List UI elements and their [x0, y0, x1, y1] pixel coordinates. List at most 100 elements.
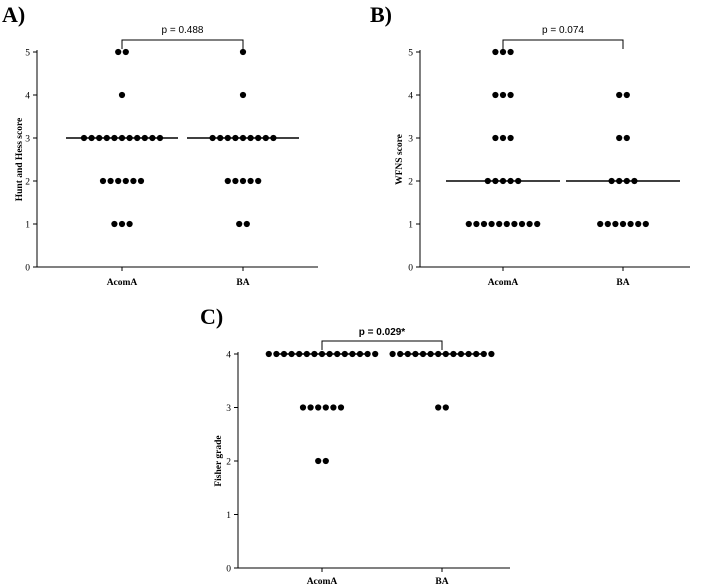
data-point	[616, 91, 623, 99]
data-point	[107, 177, 114, 185]
data-point	[503, 220, 510, 228]
data-point	[473, 220, 480, 228]
data-point	[99, 177, 107, 185]
data-point	[273, 350, 280, 358]
data-point	[488, 350, 495, 358]
data-point	[499, 48, 507, 56]
y-tick-label: 1	[25, 220, 30, 230]
x-tick-label: AcomA	[307, 577, 338, 586]
data-point	[507, 134, 514, 142]
y-tick-label: 5	[25, 48, 30, 58]
data-point	[239, 177, 247, 185]
data-point	[315, 457, 322, 465]
data-point	[224, 177, 231, 185]
data-point	[115, 177, 122, 185]
data-point	[619, 220, 627, 228]
data-point	[635, 220, 642, 228]
data-point	[499, 91, 507, 99]
panel-letter: C)	[200, 304, 223, 329]
y-tick-label: 3	[25, 134, 30, 144]
y-tick-label: 3	[226, 404, 231, 414]
y-tick-label: 5	[408, 48, 413, 58]
data-point	[232, 177, 239, 185]
data-point	[364, 350, 371, 358]
data-point	[372, 350, 379, 358]
data-point	[623, 134, 630, 142]
x-tick-label: BA	[236, 278, 249, 288]
p-value-label: p = 0.488	[162, 25, 204, 36]
data-point	[265, 350, 272, 358]
data-point	[623, 91, 630, 99]
y-tick-label: 0	[226, 564, 231, 574]
y-tick-label: 2	[226, 457, 231, 467]
data-point	[126, 220, 133, 228]
data-point	[627, 220, 634, 228]
data-point	[322, 457, 329, 465]
data-point	[255, 177, 262, 185]
data-point	[507, 91, 514, 99]
data-point	[492, 134, 499, 142]
data-point	[511, 220, 518, 228]
x-tick-label: AcomA	[107, 278, 138, 288]
data-point	[307, 404, 314, 411]
data-point	[299, 404, 307, 411]
data-point	[612, 220, 619, 228]
data-point	[518, 220, 526, 228]
x-tick-label: BA	[435, 577, 448, 586]
data-point	[597, 220, 604, 228]
y-tick-label: 2	[25, 177, 30, 187]
x-tick-label: AcomA	[488, 278, 519, 288]
data-point	[115, 48, 122, 56]
data-point	[389, 350, 396, 358]
y-tick-label: 4	[226, 350, 231, 360]
data-point	[239, 91, 247, 99]
data-point	[236, 220, 243, 228]
data-point	[239, 48, 247, 56]
data-point	[616, 134, 623, 142]
data-point	[315, 404, 322, 411]
y-tick-label: 1	[226, 511, 231, 521]
data-point	[435, 404, 442, 411]
data-point	[130, 177, 137, 185]
data-point	[442, 404, 449, 411]
data-point	[604, 220, 611, 228]
data-point	[465, 220, 472, 228]
y-tick-label: 1	[408, 220, 413, 230]
panel-2: C) 0 1 2 3 4 Fisher grade AcomA BA p = 0.029*	[200, 304, 510, 586]
significance-bracket	[121, 39, 244, 49]
data-point	[337, 404, 345, 411]
data-point	[122, 48, 129, 56]
data-point	[111, 220, 118, 228]
data-point	[642, 220, 649, 228]
y-tick-label: 3	[408, 134, 413, 144]
p-value-label: p = 0.029*	[359, 327, 406, 338]
data-point	[122, 177, 129, 185]
y-axis-title: Hunt and Hess score	[15, 118, 25, 202]
data-point	[534, 220, 541, 228]
data-point	[243, 220, 250, 228]
data-point	[322, 404, 329, 411]
data-point	[118, 220, 126, 228]
data-point	[247, 177, 254, 185]
data-point	[118, 91, 126, 99]
data-point	[526, 220, 533, 228]
significance-bracket	[321, 340, 443, 350]
significance-bracket	[502, 39, 624, 49]
data-point	[492, 48, 499, 56]
y-tick-label: 4	[25, 91, 30, 101]
data-point	[480, 220, 488, 228]
panel-1: B) 0 1 2 3 4 5 WFNS score AcomA BA p = 0.074	[370, 2, 690, 288]
y-tick-label: 2	[408, 177, 413, 187]
data-point	[496, 220, 503, 228]
data-point	[330, 404, 337, 411]
y-axis-title: WFNS score	[395, 134, 405, 185]
p-value-label: p = 0.074	[542, 25, 584, 36]
x-tick-label: BA	[616, 278, 629, 288]
data-point	[488, 220, 495, 228]
y-tick-label: 4	[408, 91, 413, 101]
panel-0: A) 0 1 2 3 4 5 Hunt and Hess score AcomA BA p = 0.…	[2, 2, 318, 288]
y-tick-label: 0	[25, 263, 30, 273]
data-point	[492, 91, 499, 99]
panel-letter: A)	[2, 2, 25, 27]
